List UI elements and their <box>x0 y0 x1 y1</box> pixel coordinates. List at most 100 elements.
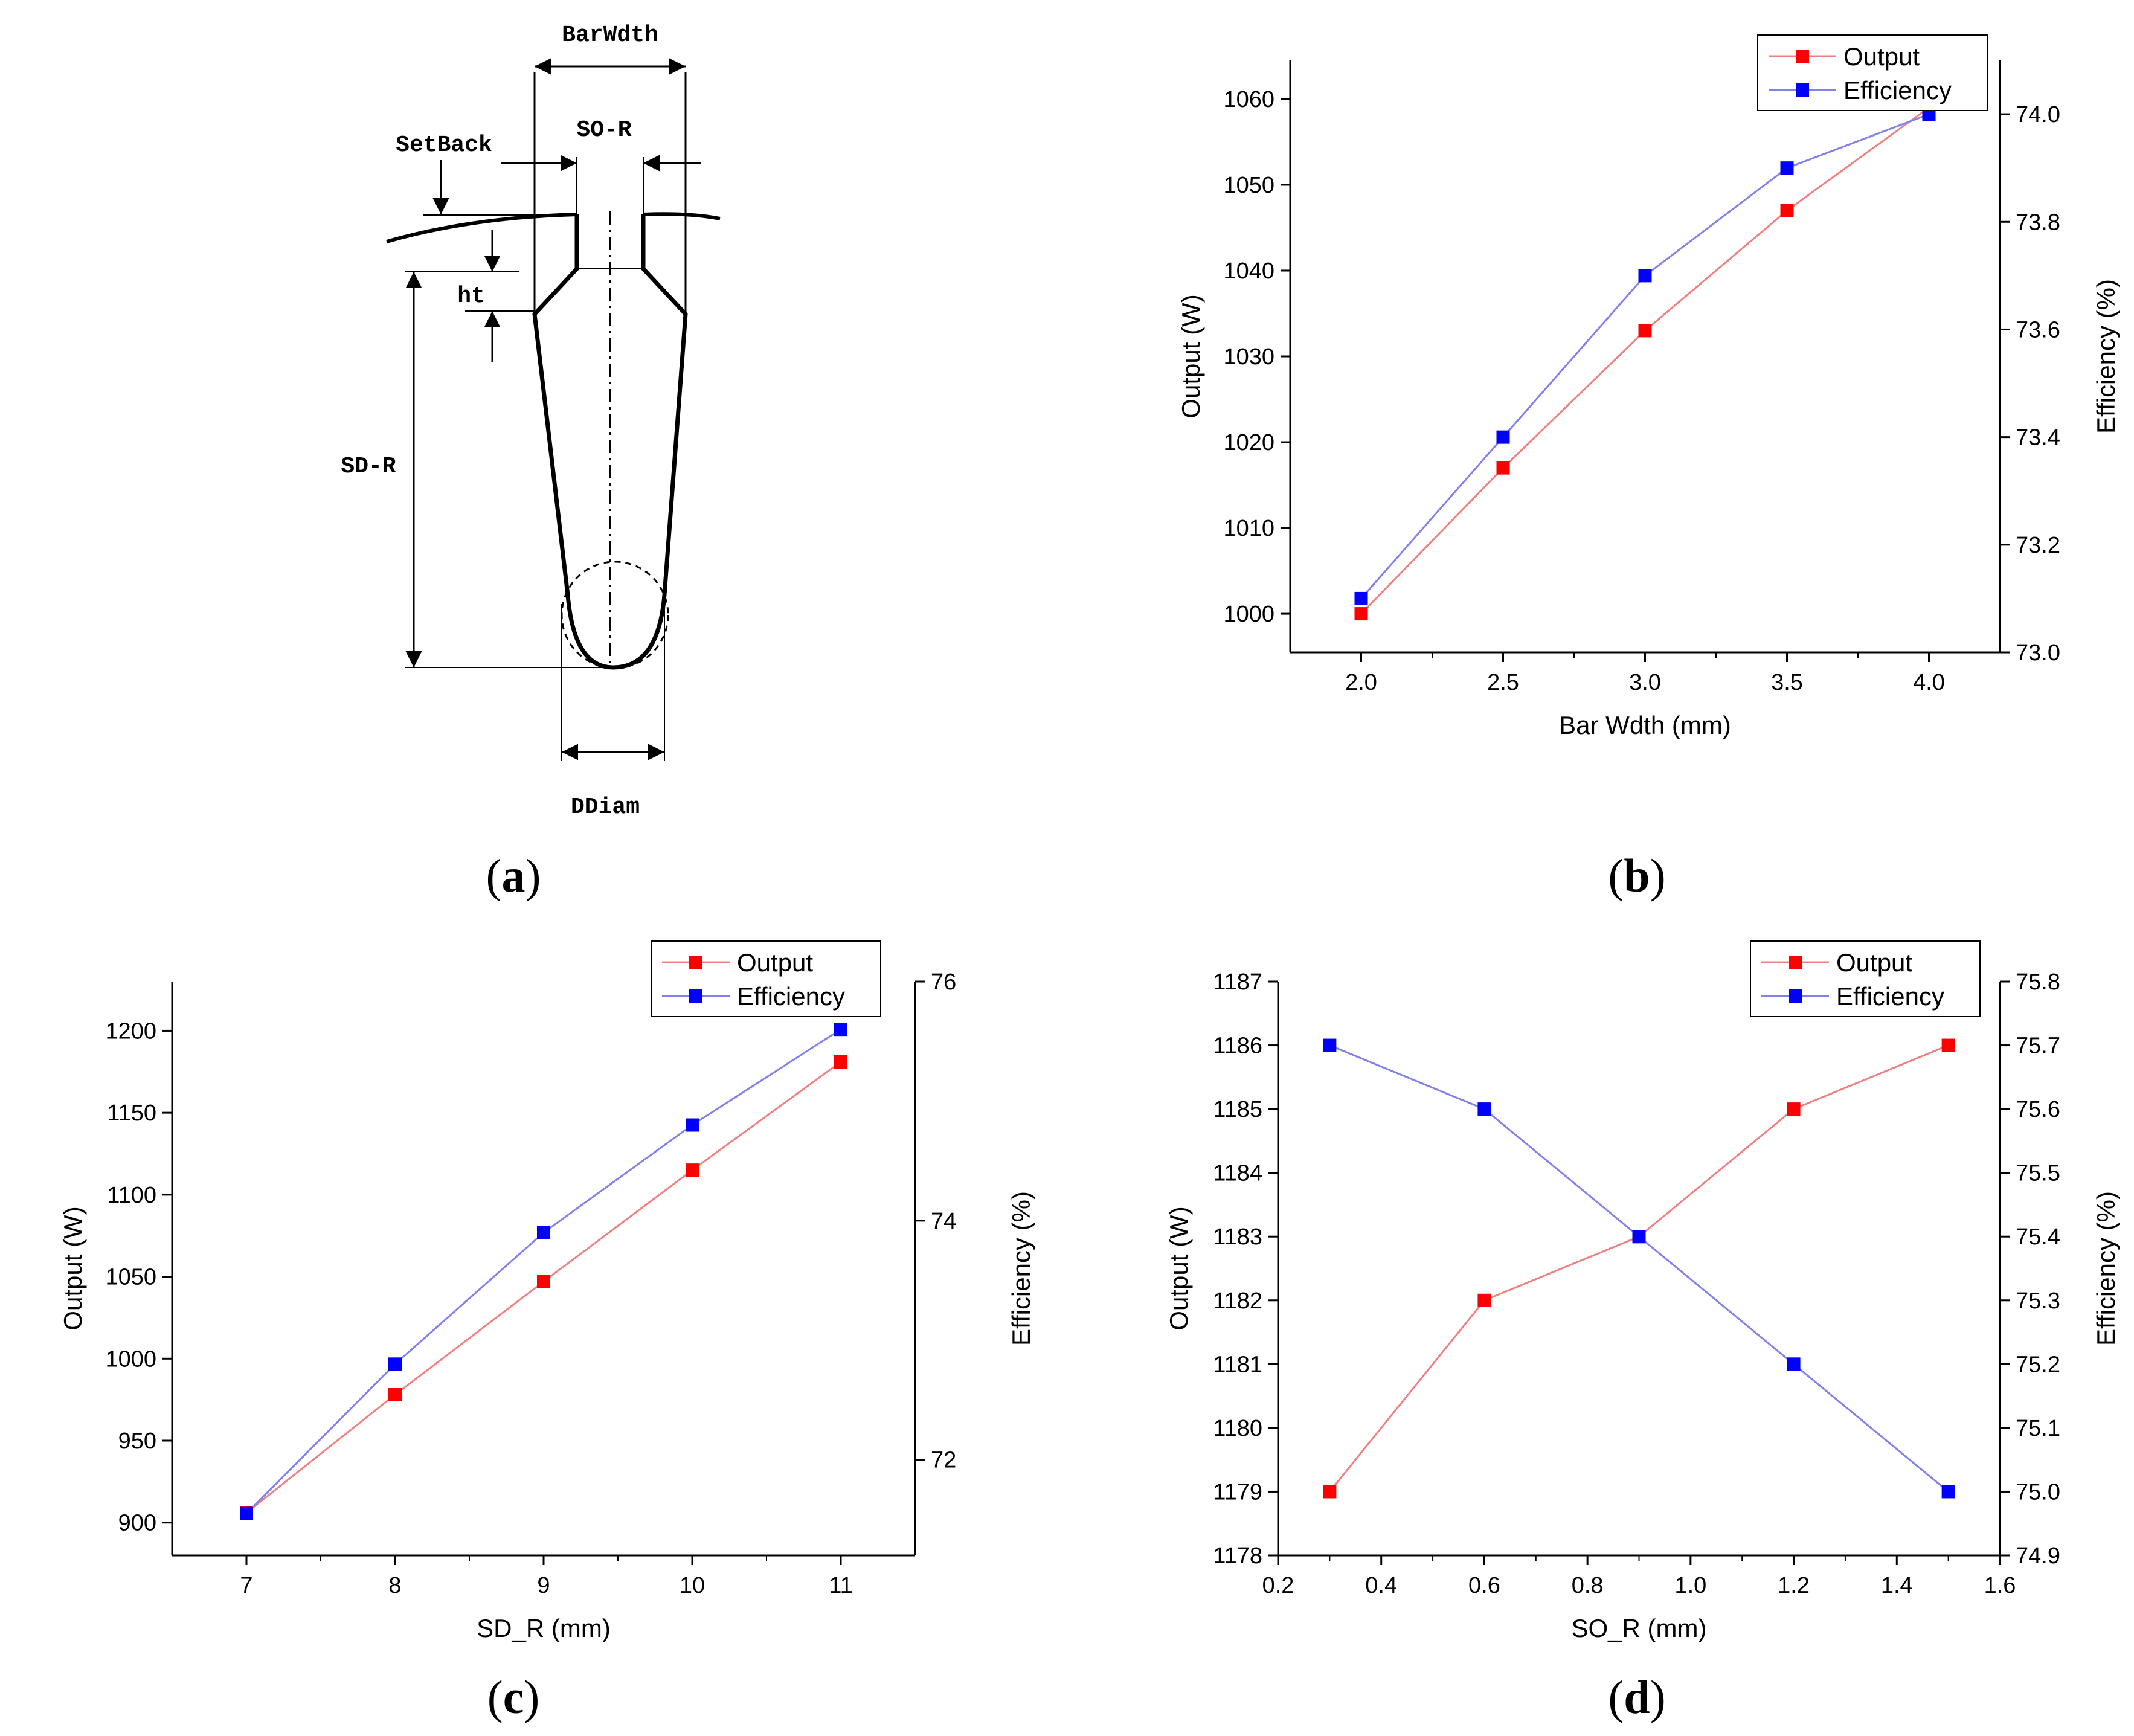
y-left-axis-title: Output (W) <box>59 1206 87 1330</box>
label-bottom-diameter: DDiam <box>571 794 640 820</box>
data-point-efficiency <box>240 1506 253 1520</box>
label-slot-depth: SD-R <box>341 454 396 480</box>
data-point-output <box>1780 204 1794 217</box>
y-left-tick-label: 900 <box>118 1511 156 1536</box>
label-tooth-height: ht <box>457 283 485 309</box>
y-left-tick-label: 1181 <box>1213 1352 1262 1377</box>
series-line-output <box>1360 106 1930 615</box>
y-left-axis-title: Output (W) <box>1177 294 1205 418</box>
rotor-surface-left <box>386 213 577 243</box>
x-tick-label: 1.2 <box>1778 1573 1810 1598</box>
series-line-efficiency <box>1329 1044 1949 1493</box>
x-tick-label: 0.6 <box>1468 1573 1500 1598</box>
x-tick-label: 2.0 <box>1345 670 1377 695</box>
series-line-output <box>1329 1044 1949 1493</box>
legend-label-efficiency: Efficiency <box>1843 76 1952 104</box>
y-right-tick-label: 75.7 <box>2016 1034 2060 1059</box>
y-left-tick-label: 1178 <box>1213 1543 1262 1569</box>
legend-marker-output <box>1796 50 1809 63</box>
data-point-output <box>1323 1485 1337 1499</box>
y-left-tick-label: 1200 <box>105 1018 156 1044</box>
legend-marker-output <box>689 956 702 969</box>
data-point-efficiency <box>1941 1485 1955 1499</box>
y-left-tick-label: 1179 <box>1213 1479 1262 1505</box>
data-point-output <box>1477 1293 1491 1307</box>
y-left-tick-label: 1186 <box>1213 1034 1262 1059</box>
y-right-tick-label: 73.4 <box>2016 425 2060 451</box>
legend-marker-efficiency <box>1796 83 1809 97</box>
y-left-tick-label: 1010 <box>1223 516 1274 541</box>
y-left-tick-label: 1060 <box>1223 87 1274 112</box>
rotor-surface-right <box>643 212 721 220</box>
label-slot-opening: SO-R <box>576 117 631 143</box>
bottom-circle <box>561 561 669 669</box>
x-tick-label: 1.6 <box>1984 1573 2016 1598</box>
x-tick-label: 0.4 <box>1365 1573 1397 1598</box>
legend-marker-output <box>1789 956 1802 969</box>
legend-box <box>1757 34 1988 111</box>
data-point-efficiency <box>1323 1038 1337 1052</box>
y-left-tick-label: 1184 <box>1213 1161 1262 1186</box>
x-tick-label: 11 <box>829 1573 852 1598</box>
y-right-tick-label: 75.1 <box>2016 1416 2060 1441</box>
y-right-tick-label: 75.4 <box>2016 1224 2060 1250</box>
y-right-tick-label: 75.0 <box>2016 1479 2060 1505</box>
y-left-tick-label: 1000 <box>1223 602 1274 627</box>
x-tick-label: 8 <box>388 1573 401 1598</box>
x-tick-label: 2.5 <box>1487 670 1519 695</box>
x-tick-label: 3.5 <box>1771 670 1803 695</box>
data-point-efficiency <box>1477 1102 1491 1116</box>
y-right-axis-title: Efficiency (%) <box>2092 279 2120 434</box>
data-point-output <box>1941 1038 1955 1052</box>
data-point-output <box>537 1275 550 1288</box>
y-right-tick-label: 76 <box>931 969 956 995</box>
panel-label-a: (a) <box>486 849 541 902</box>
y-right-axis-title: Efficiency (%) <box>2092 1191 2120 1346</box>
data-point-efficiency <box>1780 161 1794 175</box>
legend-box <box>1750 940 1981 1017</box>
x-tick-label: 0.2 <box>1262 1573 1294 1598</box>
data-point-efficiency <box>1787 1357 1801 1371</box>
label-setback: SetBack <box>396 132 492 158</box>
x-axis-title: Bar Wdth (mm) <box>1559 711 1731 739</box>
y-right-tick-label: 74.9 <box>2016 1543 2060 1569</box>
data-point-efficiency <box>1638 269 1652 283</box>
panel-label-b: (b) <box>1608 849 1666 902</box>
x-axis-title: SO_R (mm) <box>1572 1614 1707 1642</box>
data-point-output <box>1496 461 1510 475</box>
x-tick-label: 4.0 <box>1913 670 1945 695</box>
y-left-tick-label: 1100 <box>107 1183 156 1208</box>
legend-label-output: Output <box>1836 948 1912 977</box>
y-right-tick-label: 72 <box>931 1448 956 1473</box>
data-point-output <box>834 1055 847 1069</box>
legend-marker-efficiency <box>689 989 702 1003</box>
y-right-tick-label: 73.2 <box>2016 533 2060 558</box>
y-left-tick-label: 1040 <box>1223 259 1274 284</box>
data-point-efficiency <box>834 1023 847 1037</box>
x-tick-label: 10 <box>680 1573 705 1598</box>
y-right-tick-label: 75.2 <box>2016 1352 2060 1377</box>
data-point-output <box>1787 1102 1801 1116</box>
y-left-tick-label: 1183 <box>1213 1224 1262 1250</box>
chart-slot-depth: 7 8 9 10 11 900 950 1000 1050 1100 1150 1200 72 74 76 S… <box>59 940 1035 1642</box>
y-left-tick-label: 1050 <box>105 1265 156 1290</box>
panel-label-d: (d) <box>1608 1671 1666 1723</box>
y-left-tick-label: 1187 <box>1213 969 1262 995</box>
data-point-output <box>686 1163 699 1177</box>
data-point-output <box>1638 324 1652 338</box>
y-left-tick-label: 1000 <box>105 1346 156 1372</box>
y-right-tick-label: 75.8 <box>2016 969 2060 995</box>
y-right-tick-label: 74 <box>931 1209 956 1234</box>
y-left-tick-label: 1185 <box>1213 1097 1262 1122</box>
data-point-efficiency <box>537 1226 550 1239</box>
legend-label-output: Output <box>1843 42 1920 71</box>
legend-box <box>651 940 881 1017</box>
x-tick-label: 0.8 <box>1572 1573 1604 1598</box>
legend-label-output: Output <box>737 948 813 977</box>
y-left-tick-label: 1050 <box>1223 173 1274 198</box>
y-right-tick-label: 73.6 <box>2016 317 2060 342</box>
chart-bar-width: 2.0 2.5 3.0 3.5 4.0 1000 1010 1020 1030 1040 1050 1… <box>1177 34 2120 739</box>
y-left-tick-label: 1030 <box>1223 344 1274 370</box>
data-point-efficiency <box>1496 430 1510 444</box>
x-tick-label: 1.4 <box>1881 1573 1913 1598</box>
